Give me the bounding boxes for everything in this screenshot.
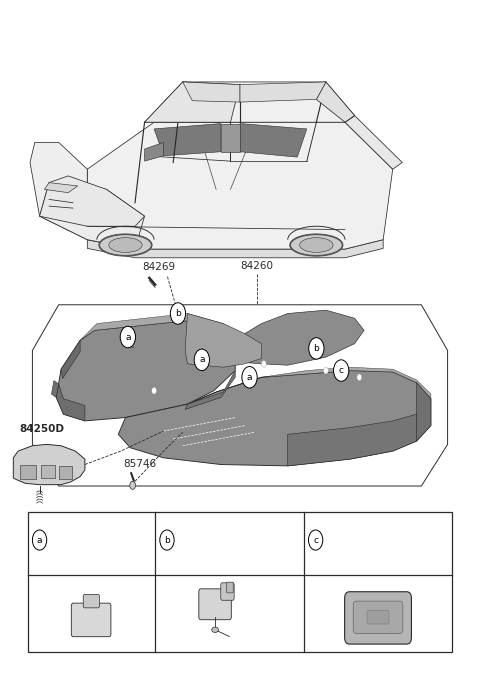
Circle shape: [152, 388, 156, 394]
Ellipse shape: [290, 235, 343, 255]
Circle shape: [334, 360, 349, 381]
FancyBboxPatch shape: [28, 512, 452, 652]
Polygon shape: [154, 123, 221, 156]
Circle shape: [160, 530, 174, 550]
FancyBboxPatch shape: [40, 464, 55, 478]
FancyBboxPatch shape: [59, 466, 72, 479]
Polygon shape: [33, 305, 447, 486]
Text: 84269: 84269: [142, 262, 175, 272]
FancyBboxPatch shape: [345, 592, 411, 644]
Circle shape: [130, 481, 135, 489]
Text: 88837: 88837: [237, 597, 267, 607]
Polygon shape: [245, 310, 364, 365]
Polygon shape: [30, 142, 87, 240]
Text: c: c: [339, 366, 344, 375]
Polygon shape: [51, 381, 59, 398]
Text: a: a: [247, 373, 252, 381]
Polygon shape: [56, 321, 235, 421]
Text: b: b: [175, 309, 181, 318]
Polygon shape: [185, 371, 235, 410]
Polygon shape: [39, 176, 144, 226]
Polygon shape: [417, 383, 431, 441]
Polygon shape: [288, 415, 417, 466]
Polygon shape: [13, 444, 85, 485]
Circle shape: [194, 349, 209, 371]
Circle shape: [242, 367, 257, 388]
Text: a: a: [37, 536, 42, 545]
FancyBboxPatch shape: [83, 594, 99, 608]
FancyBboxPatch shape: [20, 464, 36, 479]
Circle shape: [309, 530, 323, 550]
Polygon shape: [144, 82, 240, 122]
Polygon shape: [221, 123, 240, 152]
Polygon shape: [316, 82, 355, 122]
Ellipse shape: [99, 235, 152, 255]
Text: 88847: 88847: [237, 588, 267, 598]
Text: b: b: [313, 344, 319, 353]
Polygon shape: [144, 82, 355, 122]
Ellipse shape: [212, 627, 218, 632]
Ellipse shape: [109, 238, 142, 253]
Polygon shape: [144, 142, 164, 161]
Text: a: a: [199, 355, 204, 365]
Circle shape: [120, 326, 135, 348]
FancyBboxPatch shape: [199, 589, 231, 619]
Text: b: b: [164, 536, 170, 545]
Polygon shape: [44, 183, 78, 193]
Circle shape: [324, 367, 328, 374]
Polygon shape: [183, 82, 240, 102]
Circle shape: [33, 530, 47, 550]
Text: 81753E: 81753E: [331, 535, 373, 545]
FancyBboxPatch shape: [72, 603, 111, 637]
Polygon shape: [240, 123, 307, 157]
Text: 85746: 85746: [123, 459, 156, 469]
Text: 84250D: 84250D: [20, 425, 64, 434]
FancyBboxPatch shape: [353, 601, 403, 634]
Text: 84277: 84277: [55, 535, 91, 545]
Ellipse shape: [300, 238, 333, 253]
Text: c: c: [313, 536, 318, 545]
Polygon shape: [87, 122, 393, 249]
Text: 84260: 84260: [240, 262, 273, 271]
Polygon shape: [39, 183, 144, 249]
Text: a: a: [125, 332, 131, 342]
Polygon shape: [345, 115, 402, 169]
Circle shape: [309, 338, 324, 359]
Circle shape: [262, 361, 266, 367]
Polygon shape: [56, 384, 85, 421]
FancyBboxPatch shape: [221, 583, 234, 601]
FancyBboxPatch shape: [367, 611, 389, 624]
Text: 84557: 84557: [230, 634, 261, 644]
FancyBboxPatch shape: [227, 582, 233, 593]
Polygon shape: [87, 240, 383, 257]
Polygon shape: [188, 367, 431, 404]
Polygon shape: [240, 82, 326, 102]
Circle shape: [357, 374, 362, 381]
Polygon shape: [118, 371, 431, 466]
Polygon shape: [80, 313, 235, 344]
Circle shape: [170, 303, 186, 324]
Polygon shape: [185, 313, 262, 367]
Polygon shape: [61, 340, 80, 379]
